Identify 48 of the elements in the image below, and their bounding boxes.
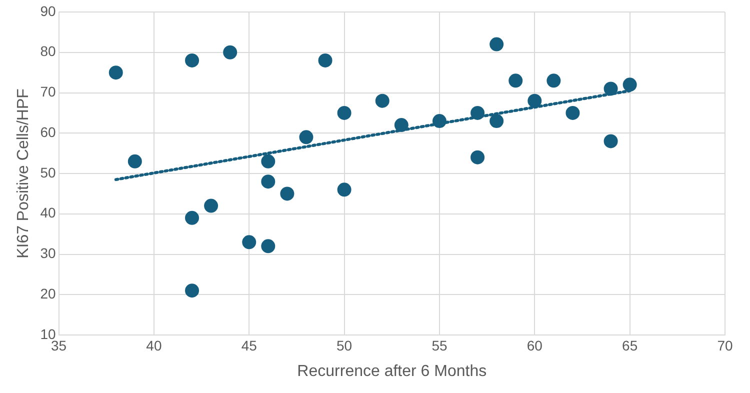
point bbox=[566, 106, 580, 120]
x-tick-label: 55 bbox=[432, 337, 448, 354]
point bbox=[528, 94, 542, 108]
point bbox=[223, 45, 238, 60]
point bbox=[375, 94, 390, 108]
point bbox=[318, 53, 332, 68]
point bbox=[299, 130, 314, 144]
y-tick-label: 50 bbox=[40, 164, 56, 180]
y-tick-label: 90 bbox=[40, 2, 56, 19]
y-tick-label: 20 bbox=[40, 285, 56, 302]
x-tick-label: 45 bbox=[241, 337, 258, 354]
point bbox=[185, 284, 200, 298]
point bbox=[337, 106, 352, 120]
point bbox=[490, 37, 504, 52]
x-tick-label: 65 bbox=[622, 337, 638, 354]
point bbox=[204, 198, 218, 213]
point bbox=[470, 106, 485, 120]
point bbox=[470, 150, 485, 164]
point bbox=[185, 210, 200, 225]
point bbox=[261, 154, 276, 168]
point bbox=[622, 78, 637, 92]
point bbox=[490, 114, 504, 128]
point bbox=[185, 53, 200, 68]
x-tick-label: 70 bbox=[717, 337, 733, 354]
point bbox=[432, 114, 446, 128]
point bbox=[508, 74, 523, 88]
y-tick-label: 10 bbox=[40, 326, 56, 342]
point bbox=[280, 186, 294, 201]
point bbox=[604, 82, 618, 96]
x-tick-label: 50 bbox=[336, 337, 352, 354]
y-tick-label: 40 bbox=[40, 204, 56, 221]
point bbox=[261, 174, 276, 189]
point bbox=[394, 118, 408, 132]
point bbox=[546, 74, 561, 88]
y-tick-label: 80 bbox=[40, 43, 56, 60]
x-tick-label: 60 bbox=[526, 337, 543, 354]
point bbox=[604, 134, 618, 148]
x-axis-title: Recurrence after 6 Months bbox=[297, 362, 487, 380]
y-axis-title: KI67 Positive Cells/HPF bbox=[15, 88, 32, 258]
point bbox=[242, 235, 256, 250]
x-tick-label: 40 bbox=[146, 337, 162, 354]
point bbox=[261, 239, 276, 254]
point bbox=[128, 154, 142, 168]
point bbox=[337, 182, 352, 197]
y-tick-label: 70 bbox=[40, 84, 56, 100]
y-tick-label: 60 bbox=[40, 124, 56, 140]
y-tick-label: 30 bbox=[40, 245, 56, 262]
point bbox=[108, 66, 123, 80]
